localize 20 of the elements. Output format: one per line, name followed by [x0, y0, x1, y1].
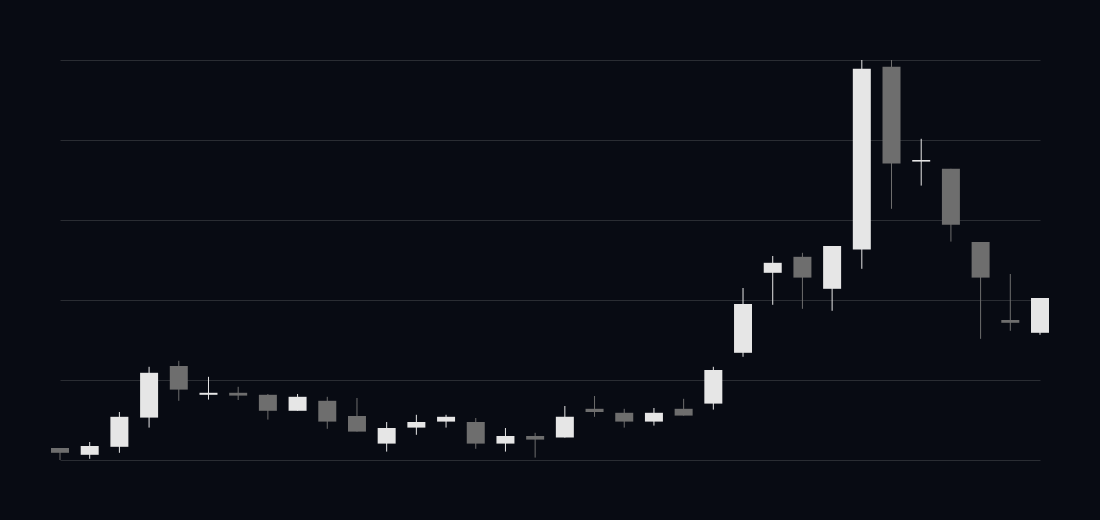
candlestick: [555, 405, 574, 439]
candlestick: [377, 421, 396, 453]
candlestick: [585, 395, 604, 418]
candlestick: [466, 417, 485, 450]
candlestick: [318, 396, 337, 430]
candlestick: [526, 432, 545, 459]
candlestick: [793, 252, 812, 310]
candlestick: [763, 255, 782, 306]
candlestick: [644, 407, 663, 427]
candlestick: [912, 138, 931, 187]
candlestick: [1001, 273, 1020, 332]
candlestick: [258, 393, 277, 421]
candlestick: [496, 427, 515, 453]
candlestick: [615, 408, 634, 429]
candlestick: [437, 414, 456, 429]
candlestick: [169, 360, 188, 402]
candlestick: [51, 447, 69, 461]
candlestick: [199, 376, 218, 401]
candlestick: [407, 414, 426, 436]
candlestick: [347, 397, 366, 433]
